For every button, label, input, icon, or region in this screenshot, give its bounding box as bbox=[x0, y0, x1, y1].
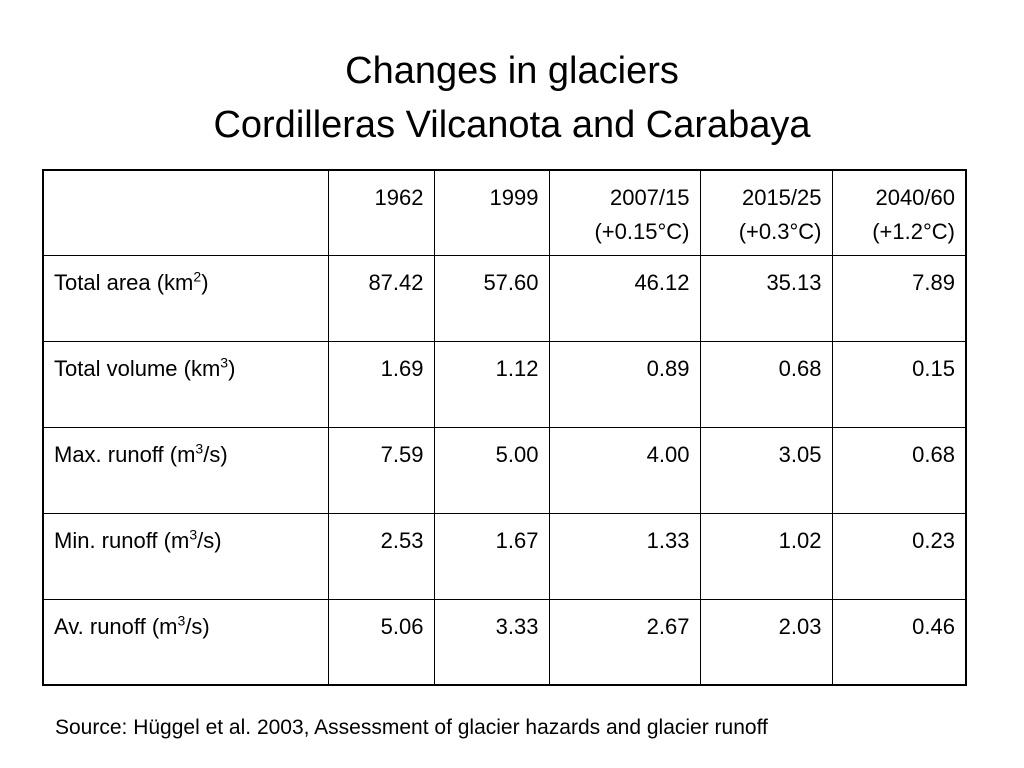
table-cell: 87.42 bbox=[327, 254, 435, 342]
row-label: Total volume (km3) bbox=[42, 340, 329, 428]
table-cell: 0.68 bbox=[831, 426, 967, 514]
table-cell: 3.33 bbox=[433, 598, 550, 686]
column-header: 2015/25 (+0.3°C) bbox=[699, 169, 833, 256]
table-cell: 1.12 bbox=[433, 340, 550, 428]
table-header-row: 1962 1999 2007/15 (+0.15°C) 2015/25 (+0.… bbox=[42, 169, 967, 256]
table-cell: 0.23 bbox=[831, 512, 967, 600]
row-label: Min. runoff (m3/s) bbox=[42, 512, 329, 600]
slide-title: Changes in glaciers Cordilleras Vilcanot… bbox=[0, 44, 1024, 152]
table-cell: 5.00 bbox=[433, 426, 550, 514]
column-header: 1962 bbox=[327, 169, 435, 256]
table-cell: 4.00 bbox=[548, 426, 701, 514]
table-cell: 35.13 bbox=[699, 254, 833, 342]
table-cell: 0.46 bbox=[831, 598, 967, 686]
source-citation: Source: Hüggel et al. 2003, Assessment o… bbox=[55, 716, 768, 739]
table-cell: 46.12 bbox=[548, 254, 701, 342]
table-cell: 2.53 bbox=[327, 512, 435, 600]
table-cell: 2.03 bbox=[699, 598, 833, 686]
table-cell: 1.02 bbox=[699, 512, 833, 600]
table-cell: 0.89 bbox=[548, 340, 701, 428]
table-cell: 1.67 bbox=[433, 512, 550, 600]
table-cell: 5.06 bbox=[327, 598, 435, 686]
column-header: 1999 bbox=[433, 169, 550, 256]
table-cell: 0.68 bbox=[699, 340, 833, 428]
table-row: Max. runoff (m3/s) 7.59 5.00 4.00 3.05 0… bbox=[42, 426, 967, 514]
table-cell: 1.69 bbox=[327, 340, 435, 428]
column-header: 2007/15 (+0.15°C) bbox=[548, 169, 701, 256]
table-cell: 7.89 bbox=[831, 254, 967, 342]
row-label: Av. runoff (m3/s) bbox=[42, 598, 329, 686]
table-cell: 2.67 bbox=[548, 598, 701, 686]
table-cell: 0.15 bbox=[831, 340, 967, 428]
table-row: Av. runoff (m3/s) 5.06 3.33 2.67 2.03 0.… bbox=[42, 598, 967, 686]
title-line-2: Cordilleras Vilcanota and Carabaya bbox=[213, 104, 811, 146]
row-label: Max. runoff (m3/s) bbox=[42, 426, 329, 514]
glacier-changes-table: 1962 1999 2007/15 (+0.15°C) 2015/25 (+0.… bbox=[42, 169, 967, 686]
row-label: Total area (km2) bbox=[42, 254, 329, 342]
table-cell: 3.05 bbox=[699, 426, 833, 514]
table-cell: 57.60 bbox=[433, 254, 550, 342]
column-header: 2040/60 (+1.2°C) bbox=[831, 169, 967, 256]
table-row: Min. runoff (m3/s) 2.53 1.67 1.33 1.02 0… bbox=[42, 512, 967, 600]
table-cell: 7.59 bbox=[327, 426, 435, 514]
header-corner-cell bbox=[42, 169, 329, 256]
table-cell: 1.33 bbox=[548, 512, 701, 600]
title-line-1: Changes in glaciers bbox=[345, 50, 679, 92]
table-row: Total area (km2) 87.42 57.60 46.12 35.13… bbox=[42, 254, 967, 342]
table-row: Total volume (km3) 1.69 1.12 0.89 0.68 0… bbox=[42, 340, 967, 428]
